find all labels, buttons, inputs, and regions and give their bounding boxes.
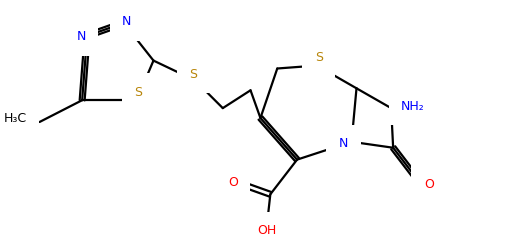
Text: S: S bbox=[315, 51, 323, 64]
Text: S: S bbox=[135, 86, 143, 99]
Text: O: O bbox=[228, 176, 238, 189]
Text: O: O bbox=[424, 178, 434, 191]
Text: N: N bbox=[122, 15, 132, 28]
Text: S: S bbox=[189, 68, 197, 81]
Text: H₃C: H₃C bbox=[4, 112, 27, 125]
Text: NH₂: NH₂ bbox=[401, 100, 425, 113]
Text: N: N bbox=[339, 137, 348, 150]
Text: OH: OH bbox=[258, 224, 277, 237]
Text: N: N bbox=[76, 30, 86, 43]
